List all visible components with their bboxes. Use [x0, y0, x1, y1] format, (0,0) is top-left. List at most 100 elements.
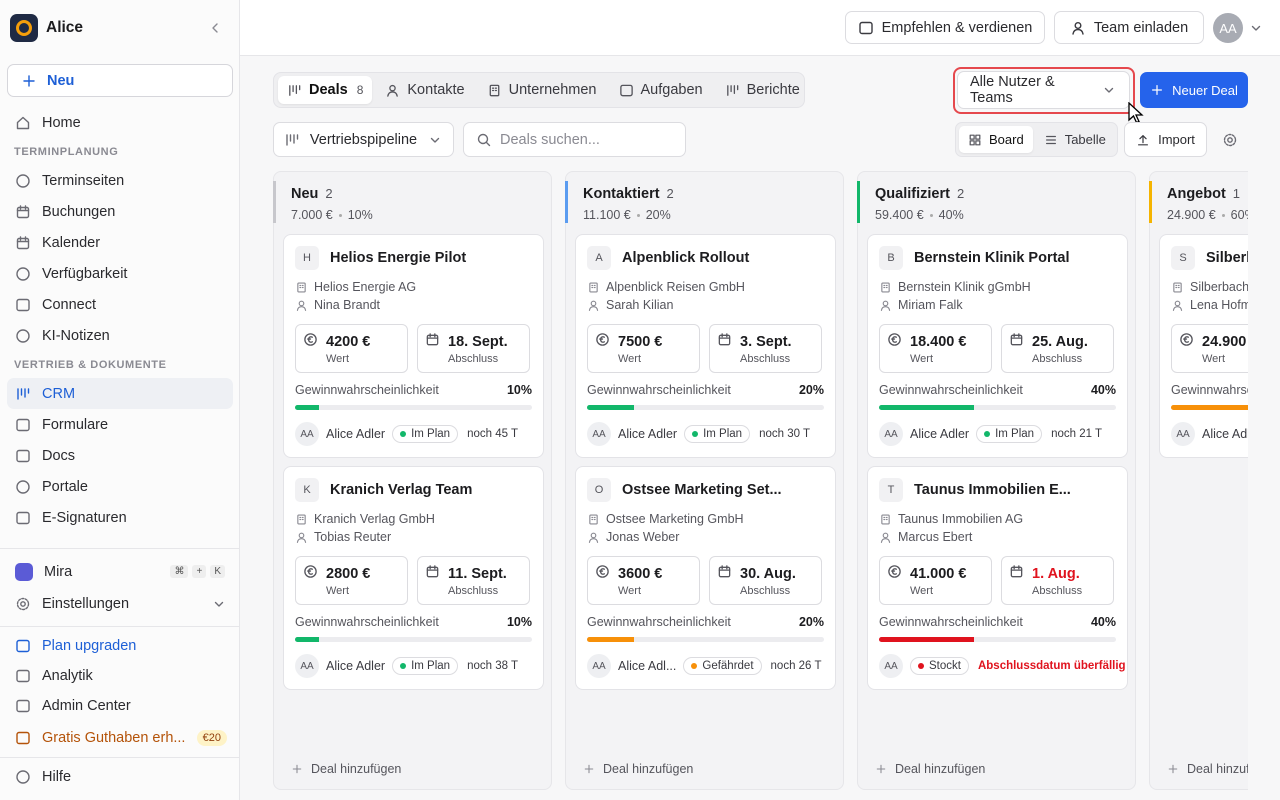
deal-footer: AA Alice Adler Im Plan noch 45 T: [295, 422, 518, 446]
deal-company: Helios Energie AG: [295, 280, 416, 294]
nav-item[interactable]: Portale: [7, 471, 233, 502]
add-deal-label: Deal hinzufügen: [1187, 762, 1248, 776]
contact-name: Lena Hofm: [1190, 298, 1248, 312]
nav-item[interactable]: KI-Notizen: [7, 320, 233, 351]
probability-label: Gewinnwahrscheinlichkeit: [295, 383, 439, 397]
nav-item[interactable]: Analytik: [7, 660, 233, 691]
remaining-time: noch 45 T: [467, 428, 518, 440]
deal-card[interactable]: H Helios Energie Pilot Helios Energie AG Ni…: [283, 234, 544, 458]
probability-track: [879, 637, 1116, 642]
deal-date-box: 3. Sept. Abschluss: [709, 324, 822, 373]
box-icon: [887, 564, 902, 584]
nav-item[interactable]: Verfügbarkeit: [7, 258, 233, 289]
column-summary: 7.000 € 10%: [291, 208, 373, 222]
nav-item[interactable]: Buchungen: [7, 196, 233, 227]
deal-footer: AA Alice Adler Im Plan noch 38 T: [295, 654, 518, 678]
column-total: 7.000 €: [291, 208, 333, 222]
nav-item[interactable]: Docs: [7, 440, 233, 471]
owner-avatar: AA: [1171, 422, 1195, 446]
remaining-time: Abschlussdatum überfällig: [977, 660, 1126, 672]
tab[interactable]: Deals 8: [278, 76, 373, 104]
deal-card[interactable]: O Ostsee Marketing Set... Ostsee Marketing…: [575, 466, 836, 690]
column-probability: 40%: [938, 208, 964, 222]
add-deal[interactable]: Deal hinzufügen: [875, 762, 985, 776]
icon: [214, 601, 224, 607]
probability-value: 10%: [506, 615, 532, 629]
search-placeholder: Deals suchen...: [500, 131, 600, 148]
nav-item[interactable]: Terminseiten: [7, 165, 233, 196]
nav-item[interactable]: Gratis Guthaben erh... €20: [7, 722, 233, 753]
search-box[interactable]: Deals suchen...: [463, 122, 686, 157]
column-total: 11.100 €: [583, 208, 631, 222]
nav-item[interactable]: Kalender: [7, 227, 233, 258]
nav-label: Home: [42, 114, 81, 131]
tab[interactable]: Kontakte: [376, 76, 473, 104]
nav-item[interactable]: Connect: [7, 289, 233, 320]
pipeline-select[interactable]: Vertriebspipeline: [273, 122, 454, 157]
invite-button[interactable]: Team einladen: [1054, 11, 1204, 44]
deal-card[interactable]: A Alpenblick Rollout Alpenblick Reisen Gmb…: [575, 234, 836, 458]
status-dot: [918, 663, 924, 669]
avatar[interactable]: AA: [1213, 13, 1243, 43]
icon: [588, 300, 599, 311]
icon: [888, 333, 901, 346]
icon: [16, 328, 30, 343]
deal-contact: Miriam Falk: [879, 298, 963, 312]
icon: [1251, 25, 1261, 31]
nav-item[interactable]: Formulare: [7, 409, 233, 440]
deal-card[interactable]: B Bernstein Klinik Portal Bernstein Klinik…: [867, 234, 1128, 458]
status-pill: Im Plan: [392, 657, 459, 675]
deal-initial: S: [1171, 246, 1195, 270]
view-option[interactable]: Tabelle: [1035, 126, 1115, 153]
deal-card[interactable]: K Kranich Verlag Team Kranich Verlag GmbH T…: [283, 466, 544, 690]
box-icon: [717, 564, 732, 584]
deal-value-box: 7500 € Wert: [587, 324, 700, 373]
shortcut: ⌘ + K: [170, 565, 225, 578]
settings[interactable]: Einstellungen: [7, 588, 233, 619]
assistant[interactable]: Mira ⌘ + K: [7, 556, 233, 587]
separator-dot: [929, 213, 933, 217]
new-deal-button[interactable]: Neuer Deal: [1140, 72, 1248, 108]
user-filter[interactable]: Alle Nutzer & Teams: [957, 71, 1130, 109]
board-settings[interactable]: [1222, 132, 1238, 153]
deal-initial: A: [587, 246, 611, 270]
tab[interactable]: Aufgaben: [610, 76, 712, 104]
import-button[interactable]: Import: [1124, 122, 1207, 157]
nav-item[interactable]: E-Signaturen: [7, 502, 233, 533]
nav-item[interactable]: Plan upgraden: [7, 630, 233, 661]
icon: [16, 699, 30, 712]
tab[interactable]: Unternehmen: [478, 76, 606, 104]
box-caption: Abschluss: [448, 353, 499, 365]
help[interactable]: Hilfe: [7, 761, 233, 792]
tab-count: 8: [356, 83, 364, 97]
settings-label: Einstellungen: [42, 595, 130, 612]
nav-label: Kalender: [42, 234, 101, 251]
icon: [888, 565, 901, 578]
icon: [1172, 300, 1183, 311]
nav-item[interactable]: Admin Center: [7, 690, 233, 721]
icon: [1173, 281, 1182, 293]
nav-item[interactable]: Home: [7, 107, 233, 138]
add-deal[interactable]: Deal hinzufügen: [1167, 762, 1248, 776]
new-button[interactable]: Neu: [7, 64, 233, 97]
column-count: 2: [956, 186, 965, 201]
column-name: Kontaktiert: [583, 186, 660, 202]
deal-card[interactable]: S Silberbach Silberbach Lena Hofm 24.900 Wert…: [1159, 234, 1248, 458]
icon: [16, 597, 30, 610]
refer-label: Empfehlen & verdienen: [881, 19, 1033, 36]
nav-item[interactable]: CRM: [7, 378, 233, 409]
owner-avatar: AA: [587, 654, 611, 678]
deal-contact: Nina Brandt: [295, 298, 380, 312]
probability-track: [879, 405, 1116, 410]
view-option[interactable]: Board: [959, 126, 1033, 153]
column-header: Kontaktiert 2: [583, 186, 674, 202]
collapse-button[interactable]: [207, 20, 223, 41]
add-deal[interactable]: Deal hinzufügen: [291, 762, 401, 776]
deal-card[interactable]: T Taunus Immobilien E... Taunus Immobilien…: [867, 466, 1128, 690]
probability-value: 40%: [1090, 615, 1116, 629]
status-pill: Stockt: [910, 657, 969, 675]
tab[interactable]: Berichte: [716, 76, 809, 104]
add-deal[interactable]: Deal hinzufügen: [583, 762, 693, 776]
refer-button[interactable]: Empfehlen & verdienen: [845, 11, 1045, 44]
